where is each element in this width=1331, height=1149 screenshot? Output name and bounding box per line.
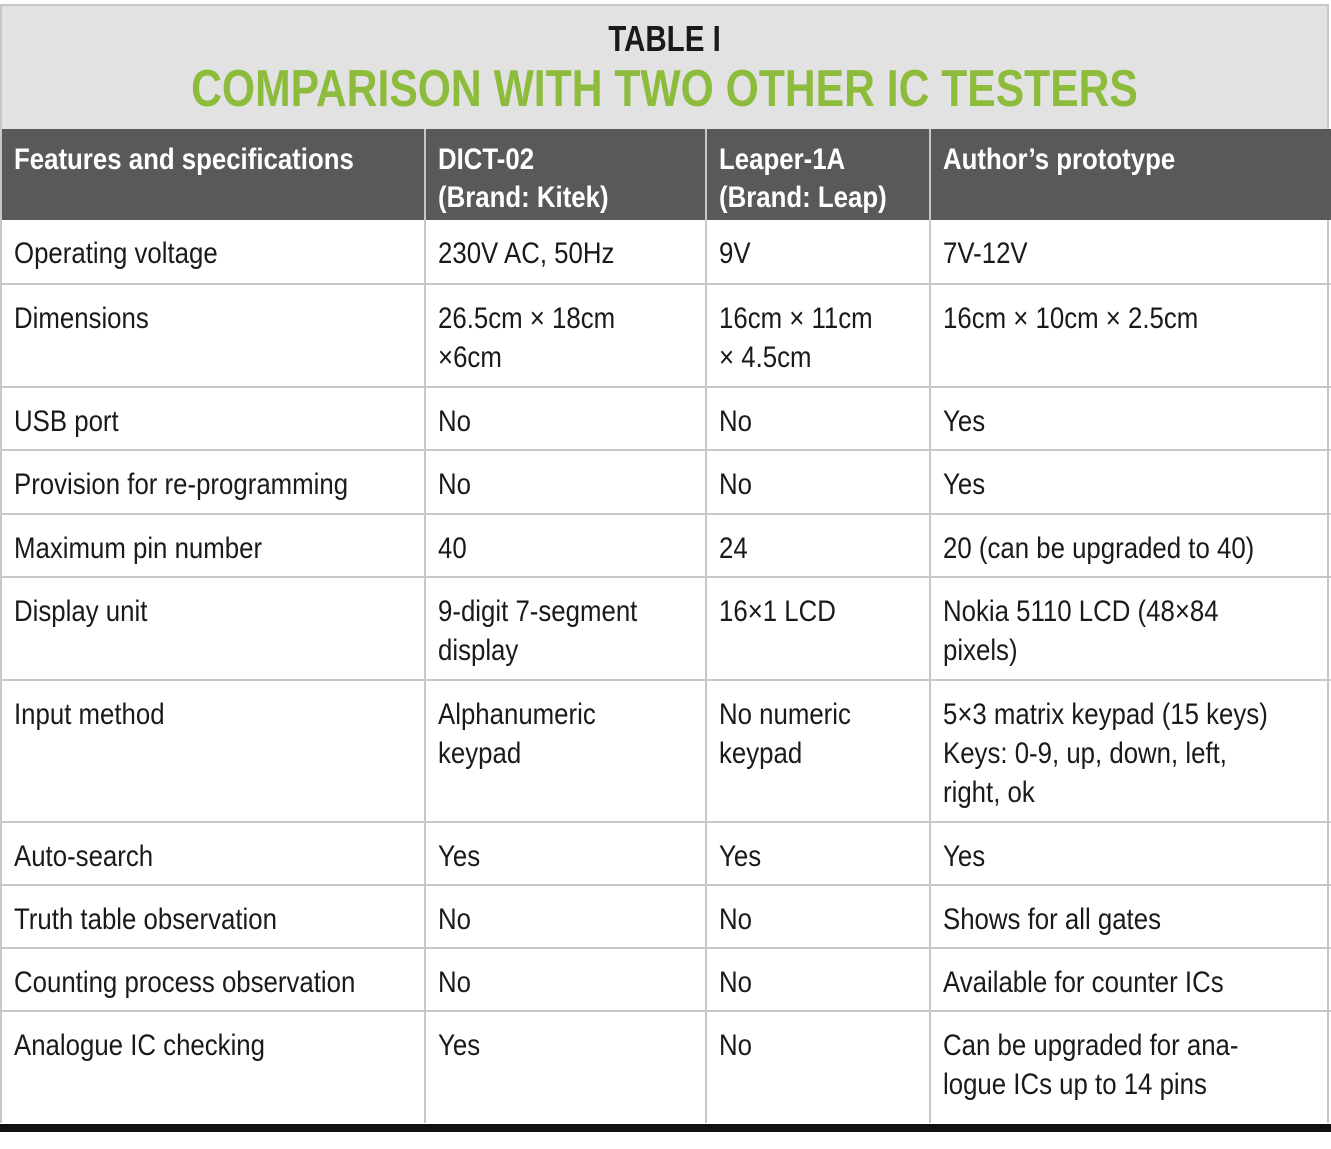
table-row: Dimensions 26.5cm × 18cm ×6cm 16cm × 11c…	[2, 284, 1331, 388]
table-cell: 9-digit 7-segment display	[425, 577, 707, 681]
table-cell: Provision for re-programming	[2, 450, 426, 515]
table-cell: Yes	[425, 1011, 707, 1123]
table-cell: 5×3 matrix keypad (15 keys) Keys: 0-9, u…	[930, 680, 1331, 823]
table-cell: Operating voltage	[2, 220, 426, 285]
table-cell: Input method	[2, 680, 426, 823]
table-cell: No	[706, 948, 931, 1012]
column-header-authors-prototype: Author’s prototype	[930, 129, 1331, 220]
table-cell: No	[425, 885, 707, 949]
column-header-features: Features and specifications	[2, 129, 426, 220]
table-row: Counting process observation No No Avail…	[2, 948, 1331, 1012]
table-header-row: Features and specifications DICT-02 (Bra…	[2, 129, 1331, 220]
table-cell: Yes	[425, 822, 707, 886]
table-cell: Yes	[706, 822, 931, 886]
bottom-rule	[0, 1124, 1331, 1132]
table-number: TABLE I	[608, 18, 721, 59]
table-cell: 20 (can be upgraded to 40)	[930, 514, 1331, 578]
table-cell: No numeric keypad	[706, 680, 931, 823]
table-row: Operating voltage 230V AC, 50Hz 9V 7V-12…	[2, 220, 1331, 285]
table-cell: Display unit	[2, 577, 426, 681]
comparison-table: Features and specifications DICT-02 (Bra…	[2, 129, 1331, 1123]
table-frame: TABLE I COMPARISON WITH TWO OTHER IC TES…	[0, 4, 1331, 1123]
table-cell: Available for counter ICs	[930, 948, 1331, 1012]
table-cell: Alphanumeric keypad	[425, 680, 707, 823]
table-cell: 16×1 LCD	[706, 577, 931, 681]
table-cell: Yes	[930, 450, 1331, 515]
table-cell: 26.5cm × 18cm ×6cm	[425, 284, 707, 388]
table-cell: 16cm × 10cm × 2.5cm	[930, 284, 1331, 388]
table-title: COMPARISON WITH TWO OTHER IC TESTERS	[191, 60, 1138, 118]
table-cell: 40	[425, 514, 707, 578]
table-cell: No	[706, 1011, 931, 1123]
table-cell: Maximum pin number	[2, 514, 426, 578]
table-cell: No	[706, 387, 931, 451]
table-cell: No	[706, 885, 931, 949]
table-cell: 16cm × 11cm × 4.5cm	[706, 284, 931, 388]
table-cell: No	[425, 948, 707, 1012]
table-cell: Truth table observation	[2, 885, 426, 949]
table-row: USB port No No Yes	[2, 387, 1331, 451]
table-cell: Nokia 5110 LCD (48×84 pixels)	[930, 577, 1331, 681]
column-header-leaper-1a: Leaper-1A (Brand: Leap)	[706, 129, 931, 220]
table-cell: Analogue IC checking	[2, 1011, 426, 1123]
table-cell: Shows for all gates	[930, 885, 1331, 949]
table-row: Analogue IC checking Yes No Can be upgra…	[2, 1011, 1331, 1123]
table-cell: 24	[706, 514, 931, 578]
table-cell: Auto-search	[2, 822, 426, 886]
table-cell: 230V AC, 50Hz	[425, 220, 707, 285]
table-row: Maximum pin number 40 24 20 (can be upgr…	[2, 514, 1331, 578]
table-cell: Yes	[930, 387, 1331, 451]
table-cell: No	[425, 387, 707, 451]
table-row: Auto-search Yes Yes Yes	[2, 822, 1331, 886]
column-header-dict-02: DICT-02 (Brand: Kitek)	[425, 129, 707, 220]
table-cell: 7V-12V	[930, 220, 1331, 285]
table-cell: Counting process observation	[2, 948, 426, 1012]
table-title-block: TABLE I COMPARISON WITH TWO OTHER IC TES…	[2, 6, 1327, 129]
table-cell: No	[425, 450, 707, 515]
table-cell: No	[706, 450, 931, 515]
table-row: Input method Alphanumeric keypad No nume…	[2, 680, 1331, 823]
table-cell: Can be upgraded for ana- logue ICs up to…	[943, 1029, 1239, 1101]
table-row: Provision for re-programming No No Yes	[2, 450, 1331, 515]
table-cell: USB port	[2, 387, 426, 451]
table-cell: 9V	[706, 220, 931, 285]
table-cell: Dimensions	[2, 284, 426, 388]
table-row: Truth table observation No No Shows for …	[2, 885, 1331, 949]
table-cell: Yes	[930, 822, 1331, 886]
table-row: Display unit 9-digit 7-segment display 1…	[2, 577, 1331, 681]
